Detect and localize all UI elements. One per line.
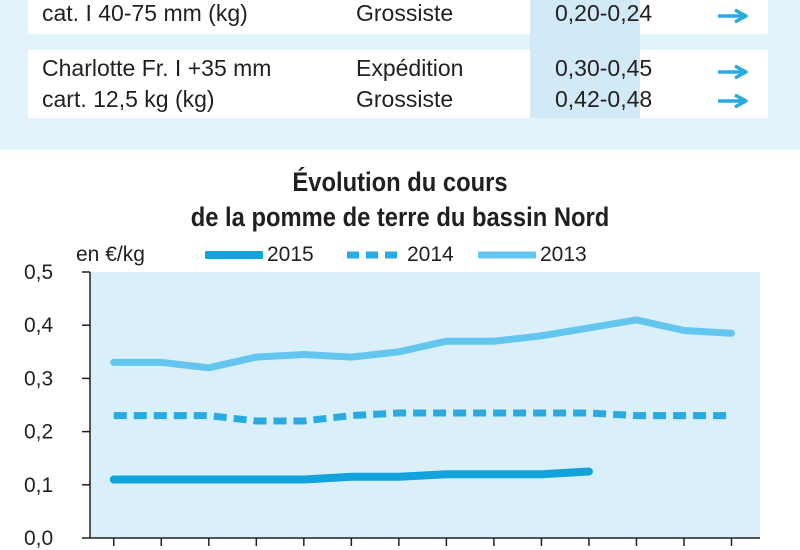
price-column-band bbox=[530, 0, 640, 118]
price-table: cat. I 40-75 mm (kg) Grossiste 0,20-0,24… bbox=[0, 0, 800, 150]
legend-swatch-2013 bbox=[478, 251, 536, 259]
stage-cell: Grossiste bbox=[356, 86, 454, 112]
y-tick-label: 0,5 bbox=[24, 261, 53, 284]
legend-label-2013: 2013 bbox=[540, 243, 587, 266]
y-axis-unit-label: en €/kg bbox=[76, 243, 145, 266]
arrow-right-icon bbox=[718, 64, 748, 80]
product-cell: cart. 12,5 kg (kg) bbox=[42, 86, 215, 112]
legend-label-2014: 2014 bbox=[407, 243, 454, 266]
legend-swatch-2015 bbox=[205, 251, 263, 259]
y-tick-label: 0,0 bbox=[24, 527, 53, 550]
stage-cell: Expédition bbox=[356, 55, 464, 81]
chart-title: Évolution du cours bbox=[292, 167, 508, 197]
price-cell: 0,42-0,48 bbox=[555, 86, 653, 112]
y-tick-label: 0,3 bbox=[24, 367, 53, 390]
y-tick-label: 0,1 bbox=[24, 474, 53, 497]
legend-swatch-2014 bbox=[347, 251, 401, 259]
legend-label-2015: 2015 bbox=[267, 243, 314, 266]
series-line-2014 bbox=[113, 409, 732, 425]
chart-subtitle: de la pomme de terre du bassin Nord bbox=[190, 202, 610, 232]
table-row bbox=[28, 0, 768, 34]
series-line-2013 bbox=[110, 316, 735, 372]
table-row bbox=[28, 50, 768, 118]
price-cell: 0,20-0,24 bbox=[555, 0, 653, 26]
y-tick-label: 0,4 bbox=[24, 314, 54, 337]
price-cell: 0,30-0,45 bbox=[555, 55, 653, 81]
series-line-2015 bbox=[109, 467, 593, 484]
product-cell: Charlotte Fr. I +35 mm bbox=[42, 55, 272, 81]
plot-area bbox=[90, 272, 760, 538]
chart-plot: 0,0 0,1 0,2 0,3 0,4 0,5 bbox=[24, 261, 760, 550]
arrow-right-icon bbox=[718, 93, 748, 109]
price-chart: Évolution du cours de la pomme de terre … bbox=[0, 150, 800, 550]
arrow-right-icon bbox=[718, 8, 748, 24]
product-cell: cat. I 40-75 mm (kg) bbox=[42, 0, 248, 26]
stage-cell: Grossiste bbox=[356, 0, 454, 26]
y-tick-label: 0,2 bbox=[24, 421, 53, 444]
